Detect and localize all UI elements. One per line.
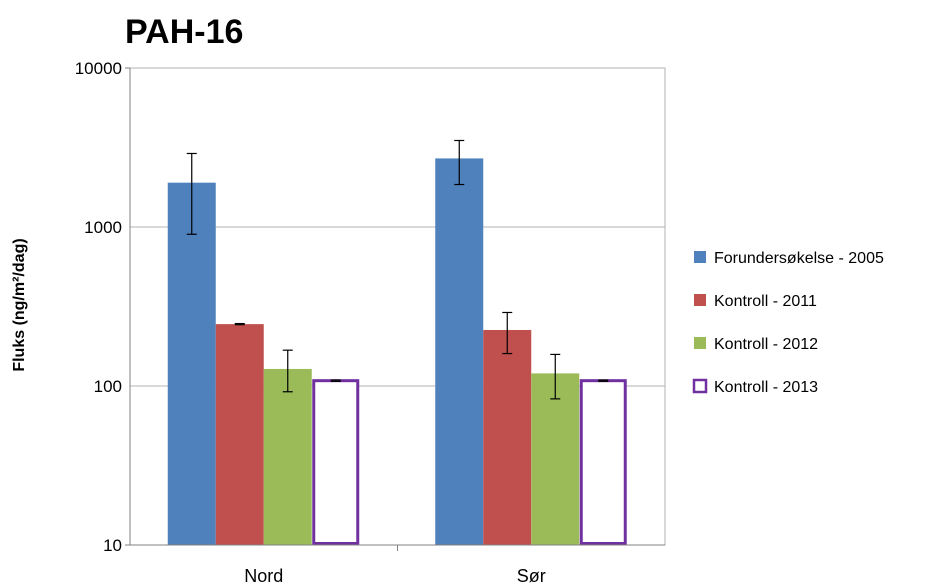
y-tick-label: 10000 — [75, 59, 122, 78]
y-axis-ticks: 10 100 1000 10000 — [75, 59, 122, 555]
legend-label: Kontroll - 2012 — [714, 336, 818, 353]
y-tick-label: 10 — [103, 536, 122, 555]
error-bars — [186, 139, 609, 400]
bar — [579, 379, 627, 545]
bar — [483, 330, 532, 545]
legend-swatch — [694, 337, 706, 349]
bar — [531, 373, 580, 545]
y-tick-label: 100 — [94, 377, 122, 396]
legend-label: Kontroll - 2011 — [714, 293, 817, 310]
y-axis-label: Fluks (ng/m²/dag) — [11, 238, 28, 371]
legend-swatch — [694, 251, 706, 263]
chart-title: PAH-16 — [125, 13, 243, 51]
bar — [167, 182, 216, 546]
legend-swatch — [692, 378, 708, 394]
bar — [435, 158, 484, 546]
legend-label: Kontroll - 2013 — [714, 379, 818, 396]
bar — [215, 324, 264, 545]
legend: Forundersøkelse - 2005 Kontroll - 2011 Kon… — [692, 250, 884, 396]
x-axis-categories: Nord Sør — [244, 566, 546, 586]
bar — [263, 368, 312, 545]
axes — [125, 67, 666, 551]
legend-label: Forundersøkelse - 2005 — [714, 250, 884, 267]
bars — [167, 158, 627, 546]
x-category-label: Nord — [244, 566, 283, 586]
y-tick-label: 1000 — [84, 218, 122, 237]
x-category-label: Sør — [517, 566, 546, 586]
legend-swatch — [694, 294, 706, 306]
bar — [312, 379, 360, 545]
